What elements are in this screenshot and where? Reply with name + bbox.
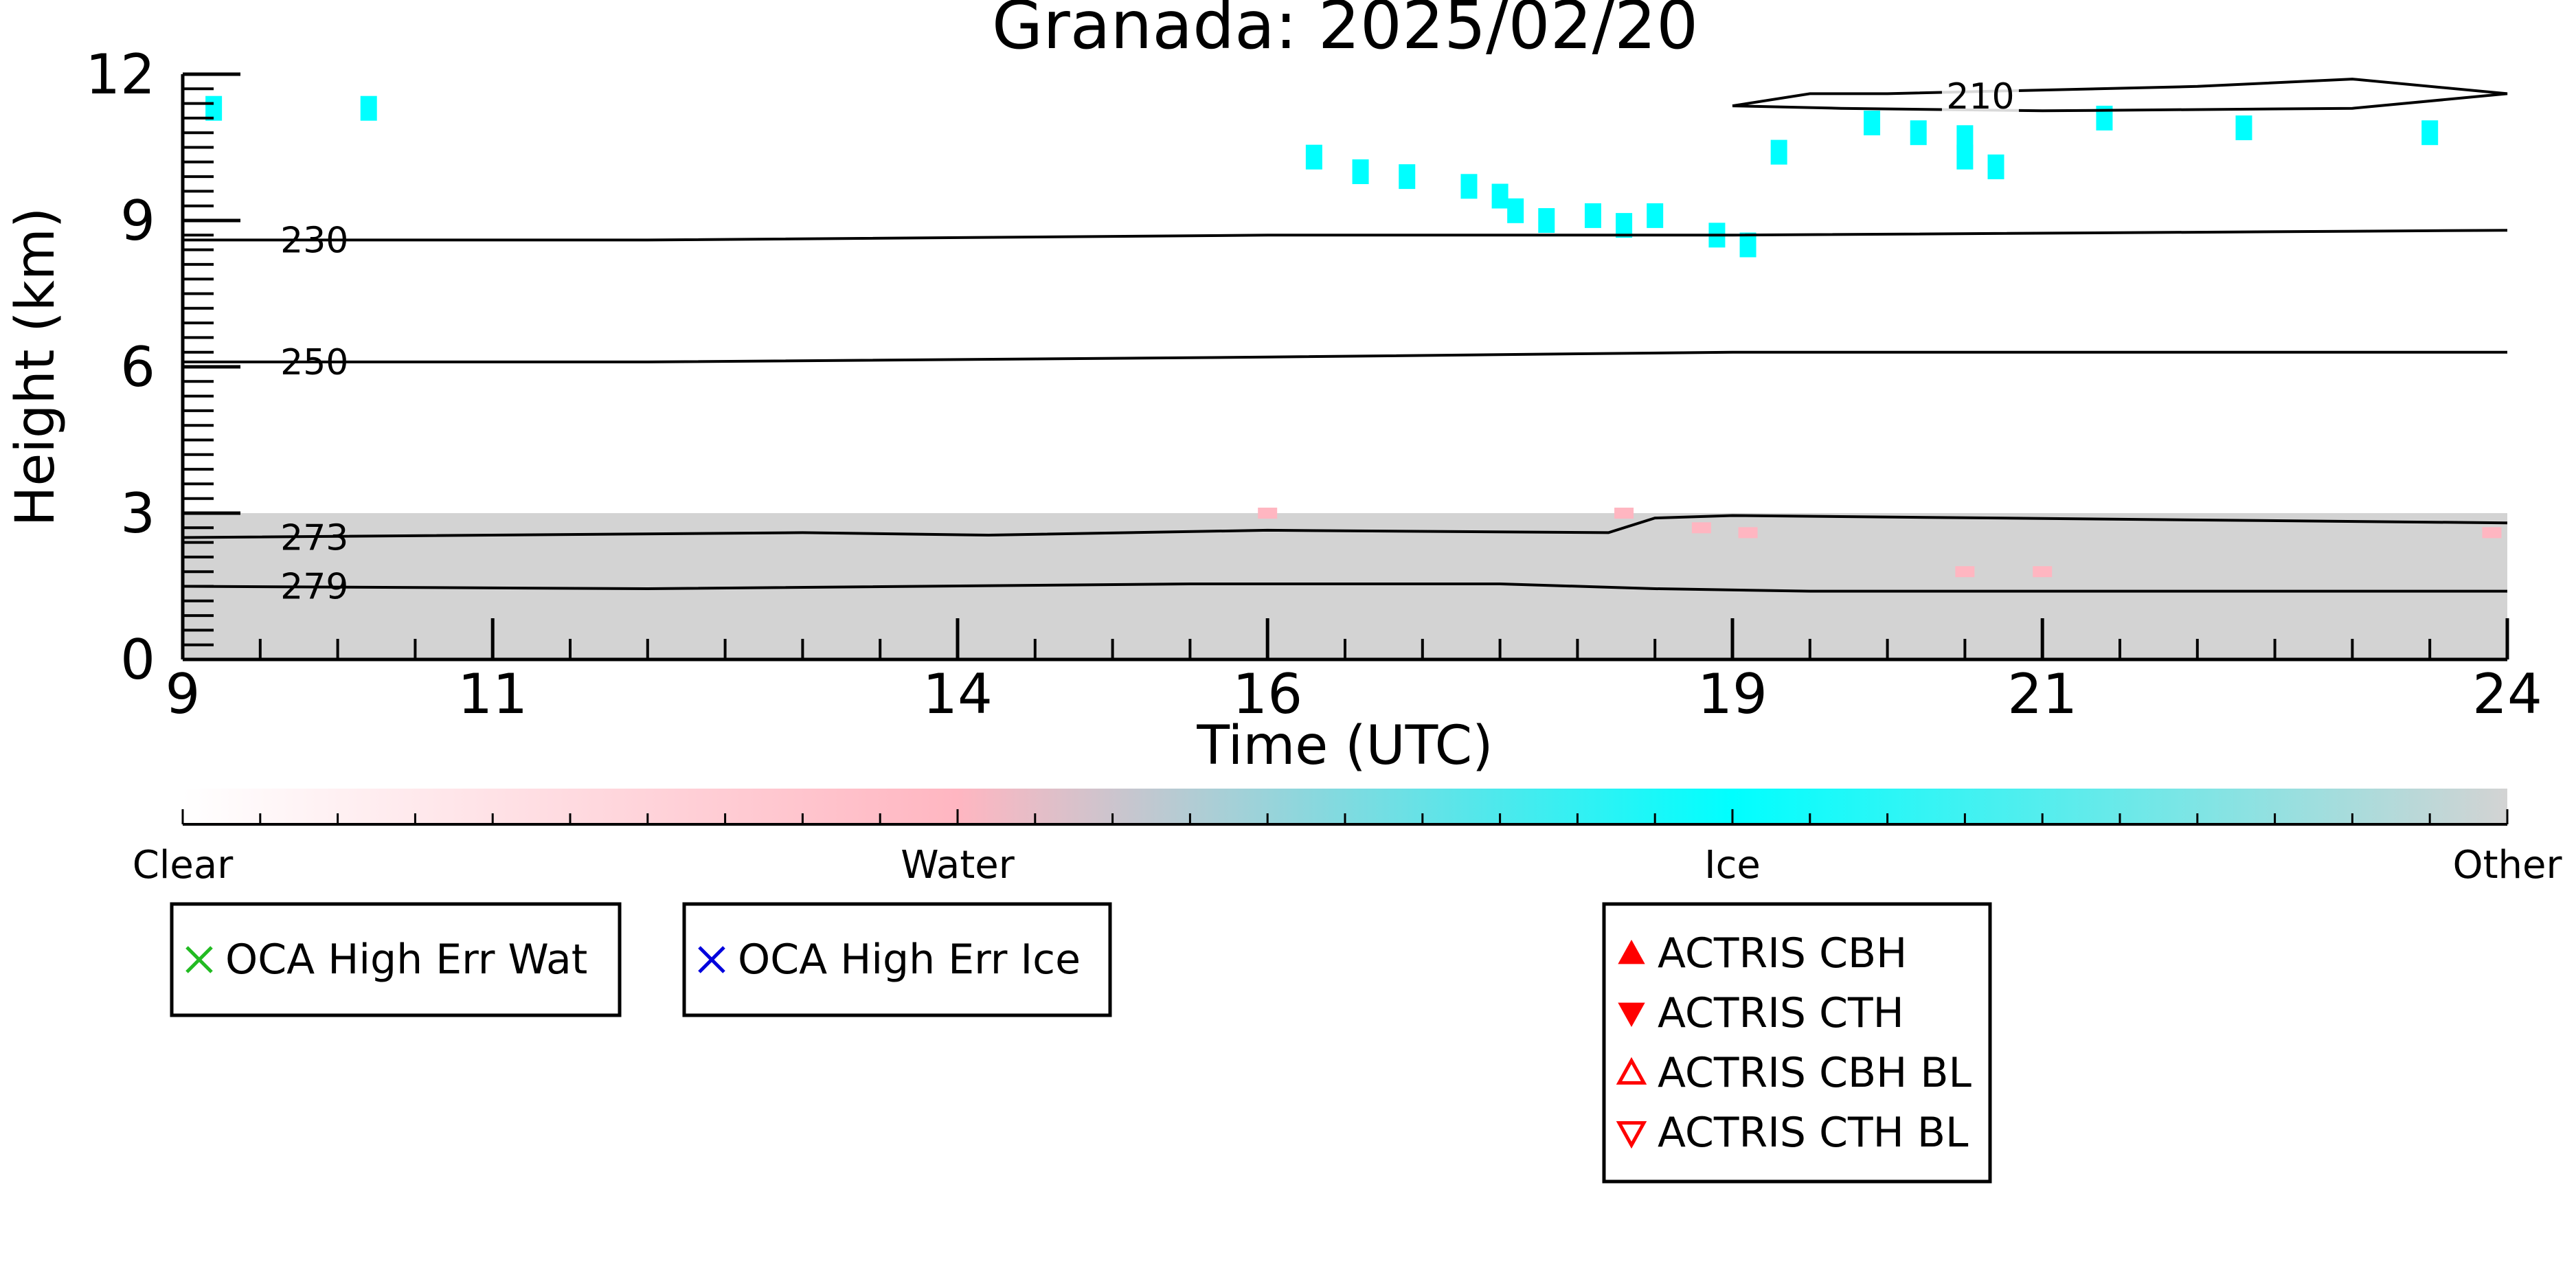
contour-label-bg — [1941, 76, 2019, 115]
ice-cell — [2421, 120, 2439, 146]
legend-label: ACTRIS CBH BL — [1658, 1049, 1971, 1097]
ice-cell — [1460, 174, 1478, 199]
colorbar-label: Other — [2452, 843, 2562, 888]
legend-label: ACTRIS CTH — [1658, 989, 1904, 1037]
contour-label: 230 — [280, 220, 348, 261]
plot-area — [183, 95, 2507, 659]
legend-label: ACTRIS CBH — [1658, 929, 1907, 978]
y-axis-label: Height (km) — [5, 207, 67, 527]
colorbar-label: Water — [901, 843, 1015, 888]
x-tick-label: 16 — [1232, 662, 1302, 726]
water-cell — [1614, 508, 1634, 519]
colorbar-label: Clear — [133, 843, 234, 888]
legend-marker-x — [185, 946, 213, 973]
y-tick-label: 12 — [85, 43, 155, 106]
x-tick-label: 21 — [2007, 662, 2077, 726]
water-cell — [2482, 527, 2502, 539]
legend-box — [170, 902, 622, 1017]
y-tick-label: 9 — [120, 189, 155, 253]
legends: OCA High Err Wat OCA High Err Ice ACTRIS C… — [170, 902, 1992, 1184]
ice-cell — [1864, 111, 1881, 135]
ice-cell — [1491, 183, 1509, 209]
contour-label: 250 — [280, 342, 348, 383]
ice-cell — [1352, 159, 1369, 184]
legend-label: ACTRIS CTH BL — [1658, 1109, 1969, 1157]
contour-label: 273 — [280, 518, 348, 559]
ice-cell — [2235, 115, 2252, 141]
ice-cell — [1987, 154, 2004, 179]
contour-line — [183, 350, 2507, 363]
legend-label: OCA High Err Ice — [738, 936, 1081, 984]
ice-cell — [1616, 213, 1633, 238]
ice-cell — [1507, 198, 1524, 223]
contour-label: 210 — [1946, 76, 2014, 117]
ice-cell — [1538, 208, 1555, 233]
axes: 0 3 6 9 12 9 11 14 16 19 21 24 — [85, 43, 2542, 726]
legend-marker-triangle — [1618, 939, 1645, 964]
x-tick-label: 9 — [166, 662, 201, 726]
legend-marker-triangle — [1616, 1121, 1647, 1149]
legend-box — [1602, 902, 1992, 1184]
contour-line — [1732, 78, 2508, 113]
ice-cell — [1647, 203, 1664, 228]
water-cell — [1258, 508, 1278, 519]
contour-label: 279 — [280, 567, 348, 608]
x-tick-label: 11 — [457, 662, 528, 726]
ice-cell — [1910, 120, 1927, 146]
legend-marker-x — [698, 946, 725, 973]
y-tick-label: 0 — [120, 628, 155, 692]
x-tick-label: 14 — [923, 662, 993, 726]
temperature-contours: 230 250 273 279 210 — [182, 76, 2508, 608]
water-cell — [2033, 566, 2053, 578]
water-cell — [1691, 522, 1711, 534]
contour-line — [183, 229, 2508, 242]
legend-label: OCA High Err Wat — [225, 936, 587, 984]
ice-cell — [1770, 139, 1787, 165]
ice-cell — [1584, 203, 1601, 228]
y-tick-label: 6 — [120, 335, 155, 399]
ice-cell — [1739, 232, 1756, 258]
ice-cell — [1956, 125, 1974, 150]
colorbar-label: Ice — [1704, 843, 1761, 888]
colorbar: Clear Water Ice Other — [133, 789, 2562, 888]
ice-cell — [205, 95, 223, 121]
x-tick-label: 24 — [2472, 662, 2542, 726]
legend-box — [682, 902, 1112, 1017]
ice-cell — [1399, 164, 1416, 190]
legend-marker-triangle — [1618, 1002, 1645, 1028]
legend-marker-triangle — [1616, 1057, 1647, 1085]
water-cell — [1738, 527, 1758, 539]
ice-cell — [360, 95, 377, 121]
contour-line — [182, 514, 2508, 539]
x-axis-label: Time (UTC) — [1196, 715, 1493, 777]
water-cell — [1955, 566, 1975, 578]
chart-title: Granada: 2025/02/20 — [992, 0, 1698, 64]
ice-cell — [1305, 144, 1322, 170]
contour-line — [182, 583, 2507, 593]
x-tick-label: 19 — [1697, 662, 1767, 726]
y-tick-label: 3 — [120, 482, 155, 545]
other-class-region — [183, 513, 2507, 659]
